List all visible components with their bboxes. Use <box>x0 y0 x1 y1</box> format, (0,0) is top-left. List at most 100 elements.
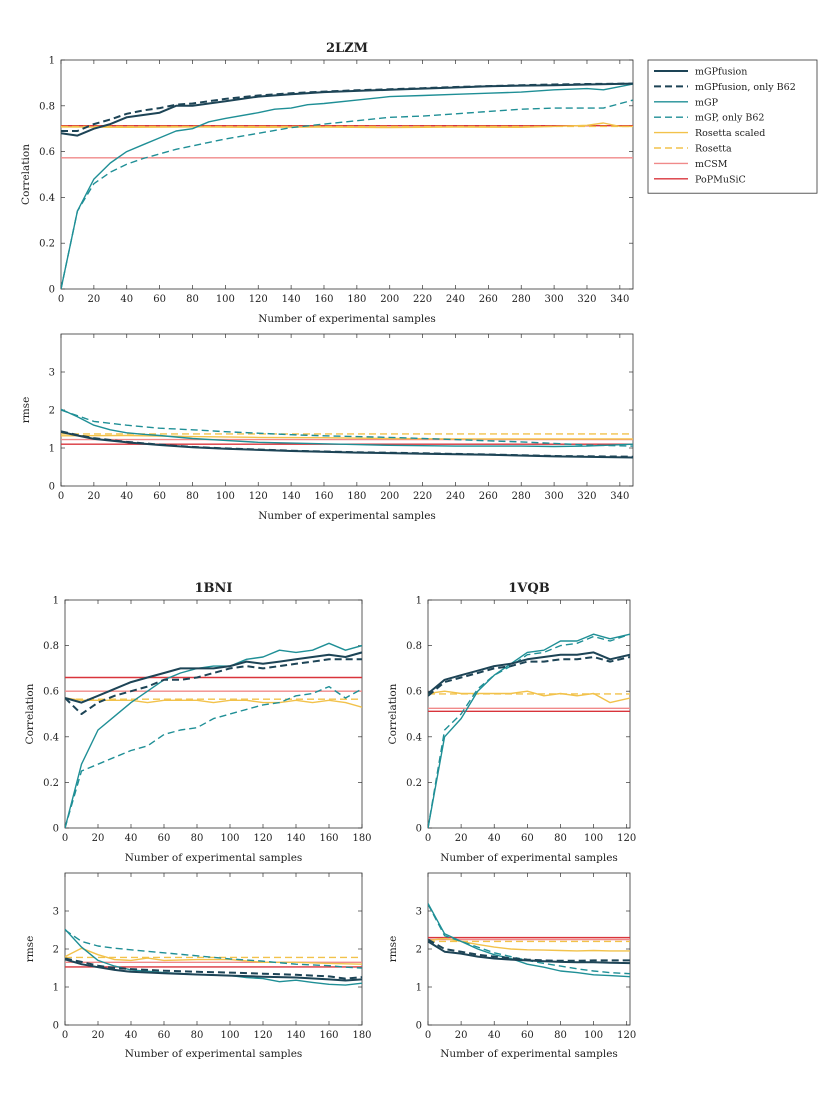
x-tick-label: 60 <box>153 294 166 305</box>
x-tick-label: 60 <box>158 1030 171 1041</box>
series-mgpfusion <box>65 651 362 704</box>
y-axis-ticks: 0 1 2 3 <box>416 907 630 1032</box>
x-tick-label: 40 <box>488 833 501 844</box>
legend-label: mGPfusion <box>695 67 747 78</box>
series-lines <box>65 928 362 986</box>
x-tick-label: 80 <box>554 1030 567 1041</box>
series-rosetta-scaled <box>61 122 633 129</box>
x-tick-label: 140 <box>286 833 305 844</box>
y-tick-label: 1 <box>53 983 59 994</box>
x-tick-label: 20 <box>88 491 101 502</box>
x-tick-label: 260 <box>479 491 498 502</box>
chart-title: 1VQB <box>508 581 549 596</box>
series-mgp-b62 <box>61 409 633 447</box>
legend-label: PoPMuSiC <box>695 174 746 185</box>
y-tick-label: 0.4 <box>43 732 59 743</box>
y-tick-label: 0.2 <box>43 778 59 789</box>
series-mgp <box>61 408 633 448</box>
series-mgp-b62 <box>61 99 633 289</box>
x-tick-label: 180 <box>352 833 371 844</box>
series-mgpfusion <box>61 431 633 459</box>
y-tick-label: 0.6 <box>43 687 59 698</box>
chart-1bni-rmse: 0 20 40 60 80 100 120 140 160 180 0 1 2 3 Number of ex… <box>24 872 372 1060</box>
legend-label: mGP, only B62 <box>695 113 764 124</box>
x-tick-label: 80 <box>191 833 204 844</box>
x-tick-label: 320 <box>577 491 596 502</box>
x-tick-label: 20 <box>455 833 468 844</box>
plot-frame <box>64 872 363 1026</box>
legend-box <box>647 59 818 194</box>
x-tick-label: 300 <box>545 491 564 502</box>
y-tick-label: 0 <box>53 1021 59 1032</box>
x-tick-label: 200 <box>380 294 399 305</box>
y-tick-label: 0.4 <box>39 193 55 204</box>
legend: mGPfusion mGPfusion, only B62 mGP mGP, only… <box>647 59 818 194</box>
y-tick-label: 1 <box>416 596 422 607</box>
series-mgpfusion-b62 <box>65 957 362 980</box>
series-rosetta-scaled <box>65 697 362 708</box>
plot-frame <box>427 599 631 829</box>
x-tick-label: 20 <box>92 1030 105 1041</box>
legend-label: Rosetta scaled <box>695 128 765 139</box>
y-tick-label: 0.8 <box>39 101 55 112</box>
series-mgpfusion-b62 <box>428 656 630 697</box>
series-lines <box>65 642 362 828</box>
chart-2lzm-rmse: 0 20 40 60 80 100 120 140 160 180 200 220 240 260 280 3… <box>20 333 634 522</box>
plot-frame <box>427 872 631 1026</box>
series-lines <box>61 82 633 289</box>
legend-label: mGP <box>695 97 719 108</box>
x-tick-label: 300 <box>545 294 564 305</box>
x-tick-label: 100 <box>216 294 235 305</box>
chart-title: 2LZM <box>326 41 368 56</box>
y-axis-label: rmse <box>387 936 399 963</box>
x-tick-label: 280 <box>512 491 531 502</box>
series-mgpfusion-b62 <box>65 658 362 715</box>
legend-label: Rosetta <box>695 144 732 155</box>
series-lines <box>61 408 633 459</box>
chart-1bni-corr: 1BNI 0 20 40 60 80 100 120 140 160 180 0 0.2 0.4 0.6 0.… <box>24 581 372 864</box>
y-tick-label: 2 <box>416 945 422 956</box>
x-tick-label: 0 <box>62 1030 68 1041</box>
series-mgp <box>428 633 630 828</box>
x-tick-label: 160 <box>314 491 333 502</box>
y-tick-label: 0 <box>416 1021 422 1032</box>
x-tick-label: 60 <box>521 1030 534 1041</box>
y-tick-label: 0.8 <box>406 641 422 652</box>
series-mgpfusion <box>428 940 630 965</box>
x-tick-label: 80 <box>186 491 199 502</box>
x-tick-label: 320 <box>577 294 596 305</box>
legend-label: mCSM <box>695 159 728 170</box>
x-tick-label: 340 <box>610 491 629 502</box>
plot-frame <box>60 59 634 290</box>
x-tick-label: 140 <box>286 1030 305 1041</box>
y-tick-label: 0.6 <box>39 147 55 158</box>
x-tick-label: 0 <box>425 833 431 844</box>
x-tick-label: 120 <box>249 491 268 502</box>
series-lines <box>428 633 630 828</box>
series-lines <box>428 903 630 978</box>
x-axis-label: Number of experimental samples <box>440 1048 618 1060</box>
x-tick-label: 0 <box>58 294 64 305</box>
y-tick-label: 0.6 <box>406 687 422 698</box>
x-tick-label: 240 <box>446 491 465 502</box>
y-tick-label: 0 <box>49 482 55 493</box>
x-tick-label: 160 <box>319 1030 338 1041</box>
x-axis-ticks: 0 20 40 60 80 100 120 140 160 180 <box>62 600 372 844</box>
x-tick-label: 340 <box>610 294 629 305</box>
y-axis-label: Correlation <box>24 683 36 744</box>
x-tick-label: 120 <box>253 833 272 844</box>
series-mgpfusion <box>428 651 630 695</box>
x-axis-label: Number of experimental samples <box>125 1048 303 1060</box>
x-tick-label: 0 <box>62 833 68 844</box>
x-tick-label: 0 <box>58 491 64 502</box>
x-tick-label: 260 <box>479 294 498 305</box>
x-tick-label: 160 <box>319 833 338 844</box>
y-tick-label: 1 <box>49 56 55 67</box>
series-mgp-b62 <box>65 685 362 828</box>
y-tick-label: 1 <box>416 983 422 994</box>
x-tick-label: 180 <box>347 491 366 502</box>
x-tick-label: 160 <box>314 294 333 305</box>
series-rosetta-scaled <box>428 690 630 704</box>
x-tick-label: 120 <box>249 294 268 305</box>
